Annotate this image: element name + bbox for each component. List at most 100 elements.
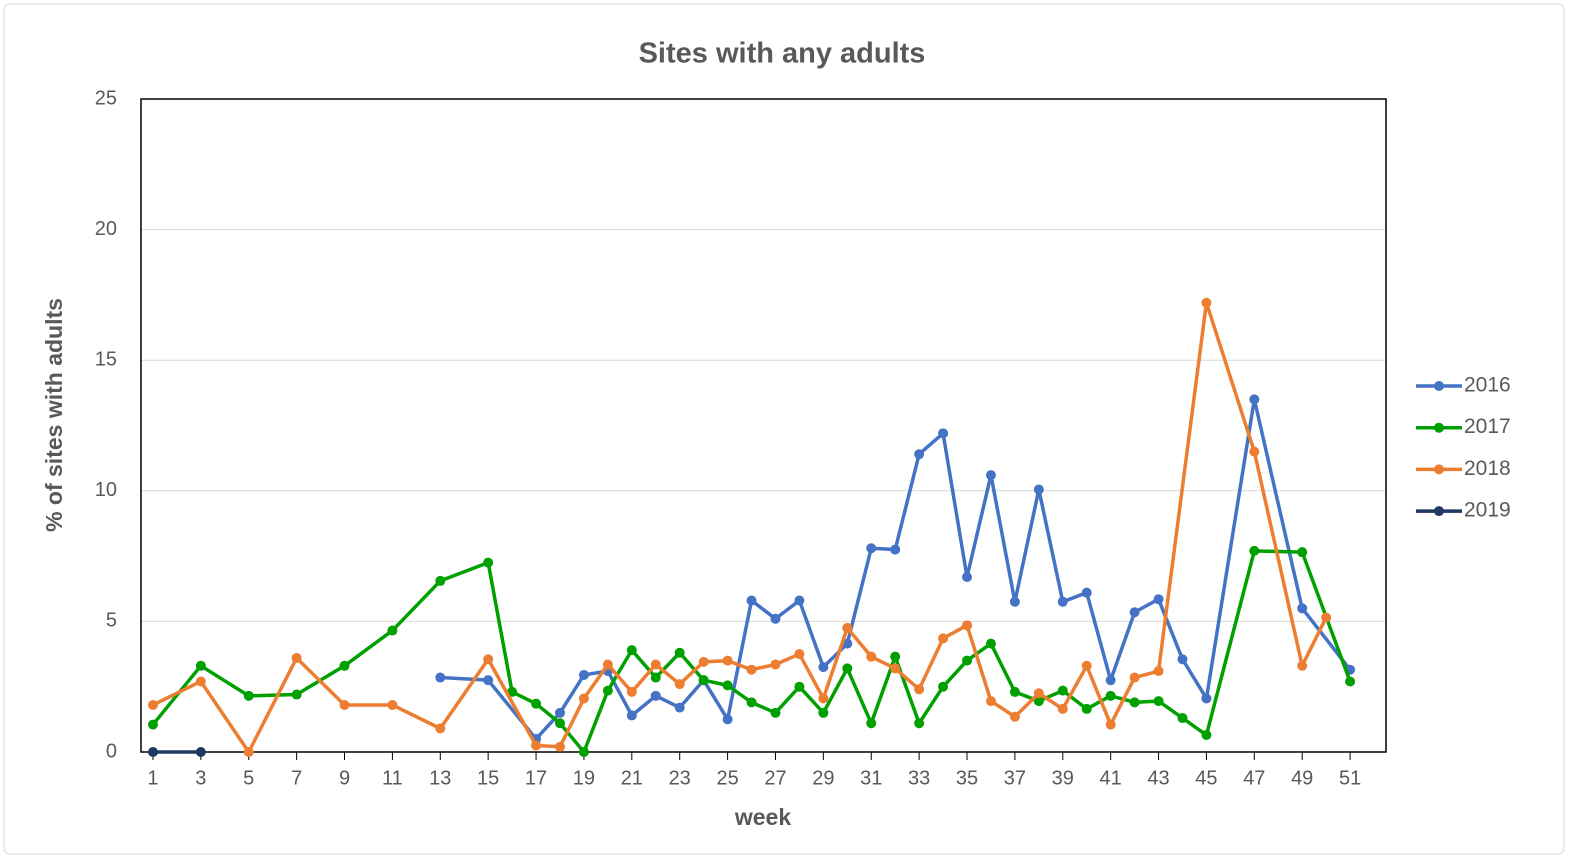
x-tick-label: 27 — [764, 767, 786, 789]
data-point — [722, 680, 733, 691]
data-point — [1297, 547, 1308, 558]
data-point — [626, 710, 637, 721]
data-point — [1153, 594, 1164, 605]
data-point — [554, 707, 565, 718]
x-tick-label: 29 — [812, 767, 834, 789]
data-point — [1249, 446, 1260, 457]
x-tick-label: 45 — [1195, 767, 1217, 789]
data-point — [531, 698, 542, 709]
data-point — [387, 625, 398, 636]
data-point — [1201, 730, 1212, 741]
data-point — [435, 723, 446, 734]
data-point — [794, 649, 805, 660]
data-point — [1201, 297, 1212, 308]
y-tick-label: 15 — [95, 348, 117, 370]
data-point — [1177, 713, 1188, 724]
data-point — [1033, 484, 1044, 495]
data-point — [746, 664, 757, 675]
data-point — [818, 662, 829, 673]
data-point — [914, 684, 925, 695]
data-point — [842, 638, 853, 649]
y-axis-label: % of sites with adults — [41, 298, 67, 532]
data-point — [602, 659, 613, 670]
x-tick-label: 23 — [669, 767, 691, 789]
data-point — [1345, 676, 1356, 687]
data-point — [578, 669, 589, 680]
data-point — [483, 557, 494, 568]
data-point — [1321, 612, 1332, 623]
data-point — [147, 719, 158, 730]
data-point — [554, 741, 565, 752]
legend-marker — [1434, 506, 1444, 517]
data-point — [435, 575, 446, 586]
data-point — [1129, 697, 1140, 708]
data-point — [1177, 654, 1188, 665]
x-tick-label: 39 — [1052, 767, 1074, 789]
data-point — [1057, 685, 1068, 696]
x-tick-label: 31 — [860, 767, 882, 789]
data-point — [1105, 690, 1116, 701]
data-point — [722, 655, 733, 666]
legend-label: 2016 — [1464, 374, 1511, 397]
x-tick-label: 35 — [956, 767, 978, 789]
data-point — [339, 699, 350, 710]
legend-marker — [1434, 464, 1444, 475]
data-point — [770, 613, 781, 624]
data-point — [1081, 660, 1092, 671]
data-point — [578, 747, 589, 757]
data-point — [746, 595, 757, 606]
data-point — [842, 622, 853, 633]
x-tick-label: 33 — [908, 767, 930, 789]
data-point — [674, 702, 685, 713]
data-point — [770, 707, 781, 718]
data-point — [890, 651, 901, 662]
data-point — [794, 681, 805, 692]
data-point — [1153, 696, 1164, 707]
data-point — [914, 718, 925, 729]
x-tick-label: 41 — [1100, 767, 1122, 789]
data-point — [1297, 603, 1308, 614]
series-line — [440, 397, 1352, 741]
data-point — [1129, 607, 1140, 618]
data-point — [1009, 686, 1020, 697]
legend-label: 2019 — [1464, 499, 1511, 522]
data-point — [195, 660, 206, 671]
x-tick-label: 15 — [477, 767, 499, 789]
data-point — [483, 654, 494, 665]
data-point — [962, 571, 973, 582]
data-point — [435, 672, 446, 683]
x-tick-label: 1 — [147, 767, 158, 789]
x-tick-label: 7 — [291, 767, 302, 789]
data-point — [243, 690, 254, 701]
data-point — [602, 685, 613, 696]
x-tick-label: 17 — [525, 767, 547, 789]
y-tick-label: 10 — [95, 479, 117, 501]
data-point — [674, 647, 685, 658]
data-point — [722, 714, 733, 725]
data-point — [1129, 672, 1140, 683]
data-point — [985, 470, 996, 481]
data-point — [1033, 696, 1044, 707]
data-point — [578, 693, 589, 704]
data-point — [483, 675, 494, 686]
x-tick-label: 13 — [429, 767, 451, 789]
y-tick-label: 25 — [95, 87, 117, 109]
data-point — [1057, 703, 1068, 714]
data-point — [1009, 711, 1020, 722]
data-point — [866, 543, 877, 554]
data-point — [1105, 675, 1116, 686]
data-point — [938, 681, 949, 692]
data-point — [866, 651, 877, 662]
data-point — [1249, 394, 1260, 405]
y-tick-label: 20 — [95, 218, 117, 240]
data-point — [866, 718, 877, 729]
x-tick-label: 5 — [243, 767, 254, 789]
data-point — [554, 718, 565, 729]
chart-title: Sites with any adults — [639, 38, 926, 70]
legend-marker — [1434, 422, 1444, 433]
data-point — [1249, 545, 1260, 556]
data-point — [1297, 660, 1308, 671]
data-point — [890, 544, 901, 555]
data-point — [195, 676, 206, 687]
